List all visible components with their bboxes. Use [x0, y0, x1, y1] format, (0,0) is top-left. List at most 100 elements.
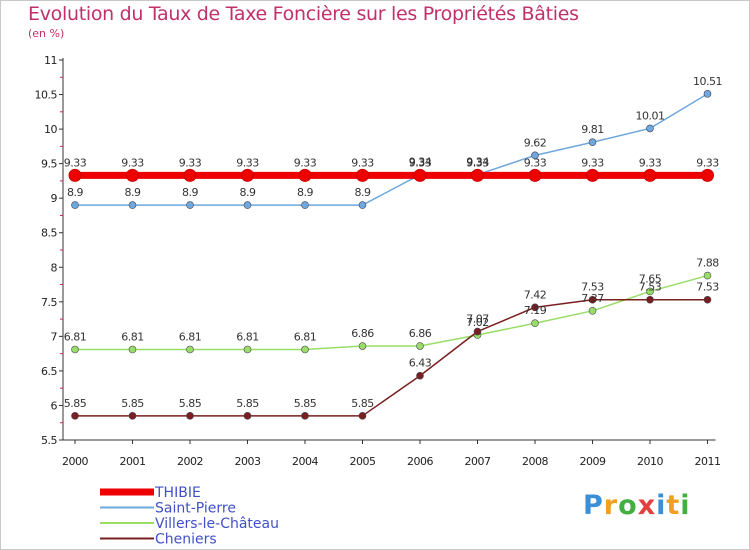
data-label: 8.9 [297, 186, 313, 199]
data-label: 9.33 [351, 156, 374, 169]
data-point [71, 412, 79, 420]
data-label: 7.19 [524, 304, 547, 317]
x-tick-label: 2002 [177, 455, 203, 468]
x-tick-label: 2006 [407, 455, 433, 468]
data-label: 9.33 [121, 156, 144, 169]
data-label: 10.01 [636, 109, 665, 122]
data-point [646, 287, 654, 296]
data-label: 8.9 [240, 186, 256, 199]
data-label: 6.81 [294, 330, 317, 343]
data-point [646, 124, 654, 133]
logo-letter: t [666, 490, 681, 521]
data-label: 9.33 [639, 156, 662, 169]
logo-letter: P [583, 490, 604, 521]
data-point [243, 345, 252, 354]
data-point [358, 201, 367, 209]
data-label: 5.85 [179, 397, 202, 410]
data-point [243, 201, 252, 209]
x-tick-label: 2000 [62, 455, 88, 468]
data-label: 6.81 [64, 330, 87, 343]
data-label: 5.85 [351, 397, 374, 410]
data-point [703, 90, 712, 98]
data-label: 5.85 [294, 397, 317, 410]
data-label: 9.34 [466, 156, 489, 169]
data-point [413, 168, 427, 182]
data-label: 6.43 [409, 357, 432, 370]
data-label: 7.88 [696, 257, 719, 270]
data-point [471, 168, 484, 182]
data-label: 7.37 [581, 292, 604, 305]
data-point [71, 345, 79, 354]
data-label: 9.33 [466, 156, 489, 169]
x-tick-label: 2010 [637, 455, 663, 468]
axes: 5.5 6 6.5 7 7.5 8 8.5 9 9.5 10 10.5 11 2000 2001 2002 2… [35, 54, 722, 468]
data-point [183, 168, 197, 182]
data-label: 7.53 [639, 281, 662, 294]
data-point [186, 412, 194, 420]
data-point [473, 327, 482, 336]
data-point [358, 412, 367, 420]
x-tick-label: 2009 [580, 455, 606, 468]
y-tick-label: 10 [44, 123, 57, 136]
data-point [588, 138, 597, 147]
data-point [68, 168, 82, 182]
data-point [128, 345, 137, 354]
x-tick-label: 2008 [522, 455, 548, 468]
data-point [586, 168, 599, 182]
data-point [531, 303, 539, 312]
data-label: 9.33 [64, 156, 87, 169]
data-point [128, 412, 137, 420]
data-label: 10.51 [693, 75, 722, 88]
data-label: 5.85 [64, 397, 87, 410]
data-point [588, 306, 597, 315]
data-label: 5.85 [121, 397, 144, 410]
y-tick-label: 11 [44, 54, 57, 67]
data-point [126, 168, 139, 182]
data-label: 6.86 [409, 327, 432, 340]
logo-letter: i [656, 490, 667, 521]
logo-letter: i [680, 490, 691, 521]
y-tick-label: 9.5 [41, 158, 57, 171]
legend-label: Villers-le-Château [155, 516, 279, 532]
data-point [186, 201, 194, 209]
data-label: 7.53 [696, 281, 719, 294]
logo-letter: x [637, 490, 657, 521]
data-point [243, 412, 252, 420]
x-tick-label: 2003 [235, 455, 261, 468]
y-tick-label: 10.5 [35, 89, 58, 102]
data-point [128, 201, 137, 209]
data-point [588, 295, 597, 304]
legend-label: Saint-Pierre [155, 501, 236, 517]
data-label: 7.07 [466, 313, 489, 326]
data-label: 9.33 [696, 156, 719, 169]
data-point [301, 201, 309, 209]
data-point [71, 201, 79, 209]
series-line-cheniers [75, 298, 708, 417]
data-point [356, 168, 369, 182]
legend-label: THIBIE [154, 485, 201, 501]
data-label: 9.81 [581, 123, 604, 136]
data-label: 8.9 [355, 186, 371, 199]
data-point [531, 151, 539, 160]
legend: THIBIESaint-PierreVillers-le-ChâteauChen… [100, 485, 279, 548]
data-label: 9.33 [524, 156, 547, 169]
y-tick-label: 8.5 [41, 227, 57, 240]
data-label: 7.65 [639, 272, 662, 285]
series-line-saint-pierre [75, 93, 708, 206]
data-label: 5.85 [236, 397, 259, 410]
data-label: 9.62 [524, 136, 547, 149]
series-line-villers-le-ch-teau [75, 274, 708, 351]
data-label: 7.42 [524, 288, 547, 301]
y-tick-label: 8 [51, 261, 58, 274]
proxiti-logo: Proxiti [583, 490, 691, 521]
y-tick-label: 7 [51, 330, 58, 343]
data-label: 8.9 [67, 186, 83, 199]
y-tick-label: 6 [51, 399, 58, 412]
data-label: 9.33 [294, 156, 317, 169]
data-point [298, 168, 312, 182]
logo-letter: o [618, 490, 638, 521]
data-point [646, 295, 654, 304]
data-point [531, 319, 539, 328]
